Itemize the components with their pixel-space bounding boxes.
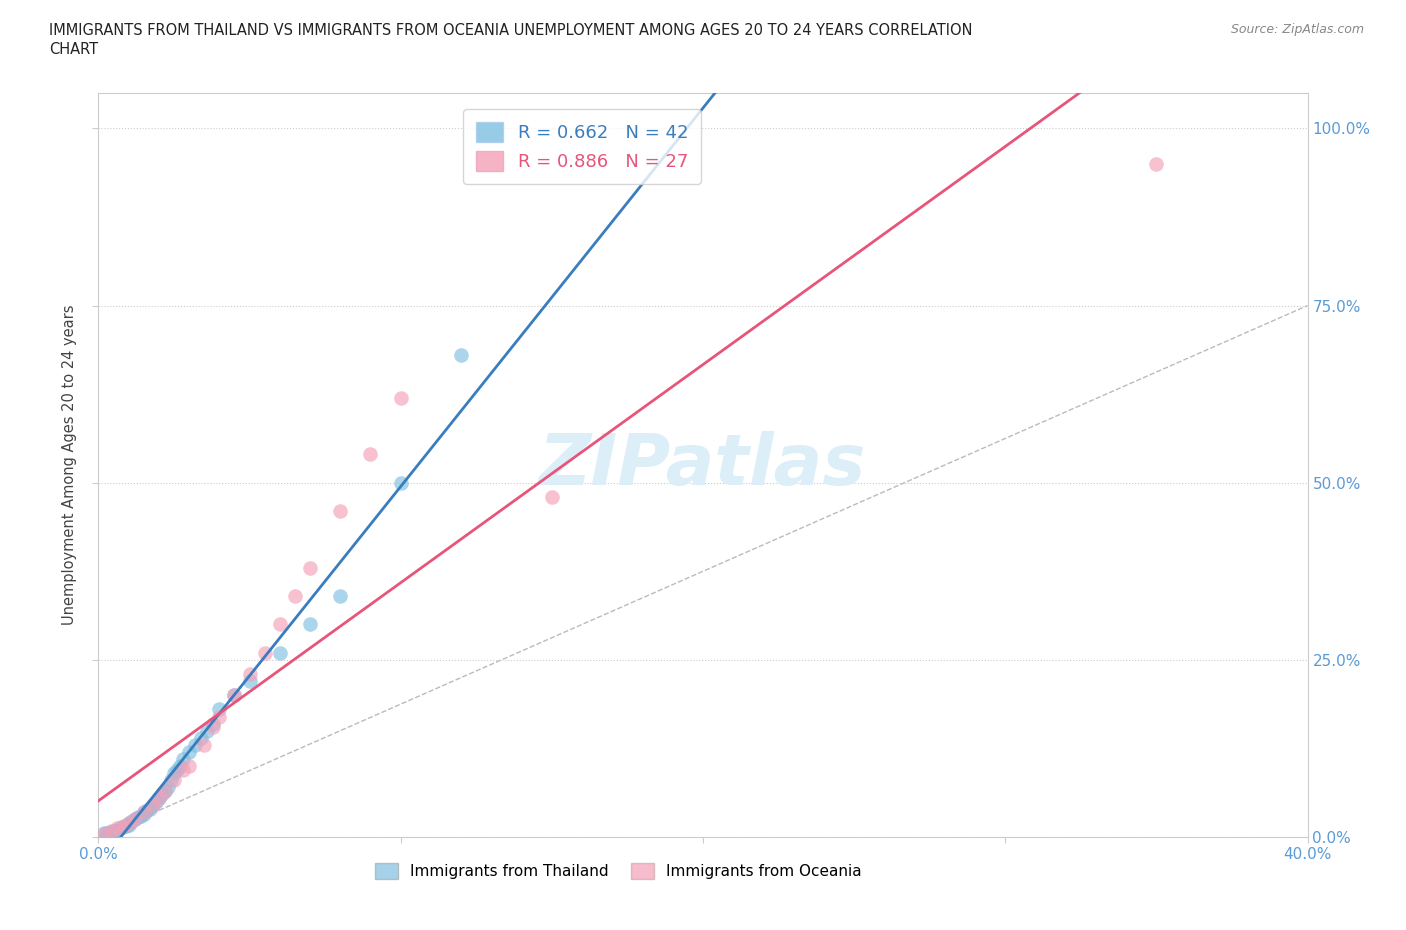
Point — [190, 730, 212, 745]
Point — [100, 824, 122, 839]
Point — [132, 804, 155, 819]
Point — [166, 763, 188, 777]
Legend: Immigrants from Thailand, Immigrants from Oceania: Immigrants from Thailand, Immigrants fro… — [368, 857, 868, 885]
Point — [103, 824, 125, 839]
Text: CHART: CHART — [49, 42, 98, 57]
Point — [193, 737, 215, 752]
Point — [160, 773, 183, 788]
Point — [163, 765, 186, 780]
Point — [93, 827, 115, 842]
Point — [202, 720, 225, 735]
Point — [118, 816, 141, 830]
Point — [179, 759, 201, 774]
Text: IMMIGRANTS FROM THAILAND VS IMMIGRANTS FROM OCEANIA UNEMPLOYMENT AMONG AGES 20 T: IMMIGRANTS FROM THAILAND VS IMMIGRANTS F… — [49, 23, 973, 38]
Point — [195, 724, 218, 738]
Point — [153, 783, 176, 798]
Point — [389, 475, 412, 490]
Point — [163, 773, 186, 788]
Point — [111, 818, 134, 833]
Point — [93, 826, 115, 841]
Point — [179, 745, 201, 760]
Point — [224, 688, 246, 703]
Point — [145, 794, 167, 809]
Point — [239, 667, 262, 682]
Point — [127, 810, 149, 825]
Point — [148, 790, 170, 805]
Point — [269, 617, 291, 631]
Point — [129, 808, 152, 823]
Point — [202, 716, 225, 731]
Point — [172, 751, 194, 766]
Point — [132, 804, 155, 819]
Point — [184, 737, 207, 752]
Point — [389, 391, 412, 405]
Point — [118, 816, 141, 830]
Point — [124, 812, 146, 827]
Point — [360, 447, 382, 462]
Point — [269, 645, 291, 660]
Point — [208, 709, 231, 724]
Point — [118, 817, 141, 832]
Point — [239, 673, 262, 688]
Point — [172, 763, 194, 777]
Point — [284, 589, 307, 604]
Point — [329, 589, 352, 604]
Point — [142, 798, 165, 813]
Point — [105, 822, 128, 837]
Point — [142, 798, 165, 813]
Point — [148, 790, 170, 805]
Point — [121, 814, 143, 829]
Text: Source: ZipAtlas.com: Source: ZipAtlas.com — [1230, 23, 1364, 36]
Point — [329, 504, 352, 519]
Point — [299, 560, 322, 575]
Point — [253, 645, 276, 660]
Point — [132, 807, 155, 822]
Point — [208, 702, 231, 717]
Point — [100, 825, 122, 840]
Point — [153, 783, 176, 798]
Point — [540, 489, 562, 504]
Point — [111, 819, 134, 834]
Point — [108, 821, 131, 836]
Point — [114, 819, 136, 834]
Point — [96, 825, 118, 840]
Point — [150, 787, 173, 802]
Point — [1144, 156, 1167, 171]
Point — [105, 821, 128, 836]
Point — [135, 803, 157, 817]
Point — [139, 802, 162, 817]
Y-axis label: Unemployment Among Ages 20 to 24 years: Unemployment Among Ages 20 to 24 years — [62, 305, 77, 625]
Point — [169, 759, 191, 774]
Text: ZIPatlas: ZIPatlas — [540, 431, 866, 499]
Point — [124, 812, 146, 827]
Point — [156, 780, 179, 795]
Point — [224, 688, 246, 703]
Point — [450, 348, 472, 363]
Point — [299, 617, 322, 631]
